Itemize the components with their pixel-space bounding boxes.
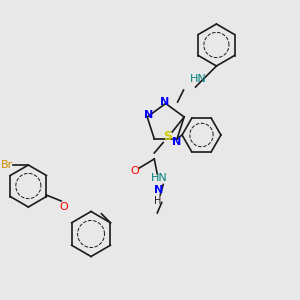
Text: N: N — [160, 97, 169, 107]
Text: HN: HN — [151, 173, 168, 184]
Text: H: H — [154, 196, 161, 206]
Text: N: N — [172, 137, 182, 147]
Text: N: N — [144, 110, 153, 121]
Text: N: N — [154, 185, 164, 196]
Text: S: S — [163, 130, 172, 143]
Text: HN: HN — [190, 74, 207, 85]
Text: O: O — [60, 202, 68, 212]
Text: O: O — [130, 166, 139, 176]
Text: Br: Br — [1, 160, 13, 170]
